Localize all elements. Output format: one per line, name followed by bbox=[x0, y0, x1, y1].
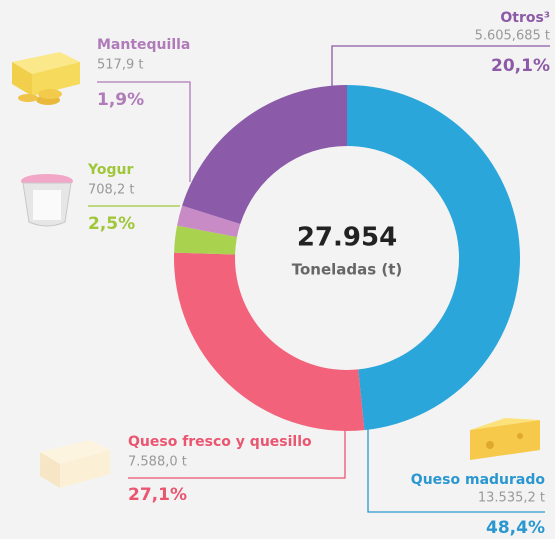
amount-label: 5.605,685 t bbox=[475, 29, 550, 44]
amount-label: 517,9 t bbox=[97, 58, 143, 73]
percent-label: 27,1% bbox=[128, 485, 187, 505]
category-label: Yogur bbox=[87, 162, 133, 178]
chart: 27.954 Toneladas (t) Queso madurado 13.53… bbox=[0, 0, 555, 539]
page: 27.954 Toneladas (t) Queso madurado 13.53… bbox=[0, 0, 555, 539]
amount-label: 13.535,2 t bbox=[478, 491, 545, 506]
amount-label: 7.588,0 t bbox=[128, 455, 187, 470]
percent-label: 20,1% bbox=[491, 56, 550, 76]
category-label: Mantequilla bbox=[97, 37, 190, 53]
total: 27.954 bbox=[297, 223, 397, 253]
category-label: Otros³ bbox=[500, 10, 550, 26]
percent-label: 48,4% bbox=[486, 518, 545, 538]
percent-label: 1,9% bbox=[97, 90, 144, 110]
amount-label: 708,2 t bbox=[88, 183, 134, 198]
category-label: Queso madurado bbox=[411, 472, 546, 488]
yogurt-icon bbox=[21, 174, 73, 226]
total-label: Toneladas (t) bbox=[292, 261, 403, 279]
percent-label: 2,5% bbox=[88, 214, 135, 234]
category-label: Queso fresco y quesillo bbox=[128, 434, 312, 450]
